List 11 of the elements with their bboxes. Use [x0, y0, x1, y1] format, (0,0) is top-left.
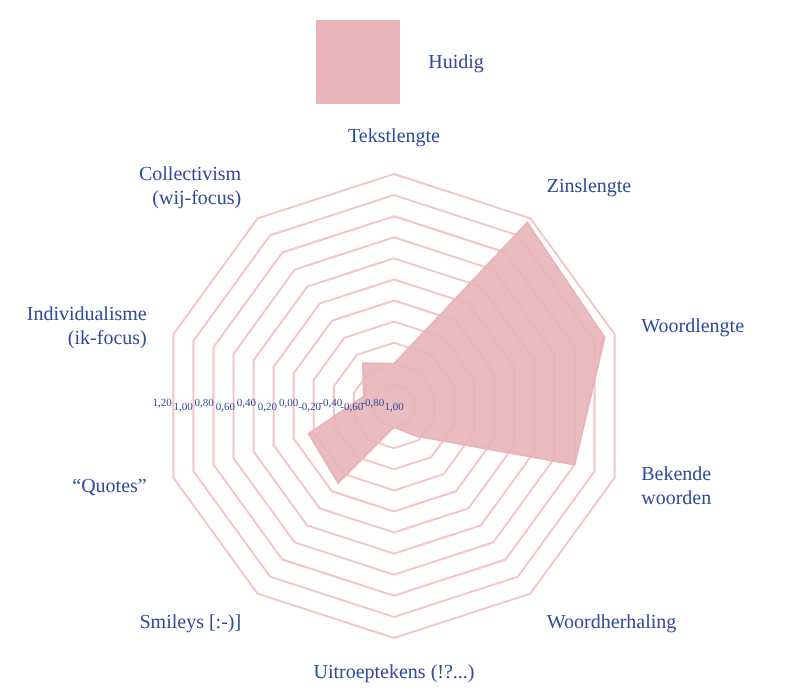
spoke-label: Smileys [:-)] [139, 612, 242, 635]
spoke-label: Zinslengte [546, 175, 633, 198]
text: Huidig [428, 51, 484, 73]
spoke-label: Woordlengte [641, 315, 746, 338]
spoke-label: “Quotes” [72, 476, 147, 499]
spoke-label: Collectivism (wij-focus) [138, 163, 242, 210]
spoke-label: Bekende woorden [641, 464, 713, 511]
spoke-label: Individualisme (ik-focus) [26, 303, 148, 350]
spoke-label: Uitroeptekens (!?...) [313, 662, 475, 684]
spoke-label: Woordherhaling [546, 612, 677, 635]
spoke-label: Tekstlengte [348, 126, 442, 148]
